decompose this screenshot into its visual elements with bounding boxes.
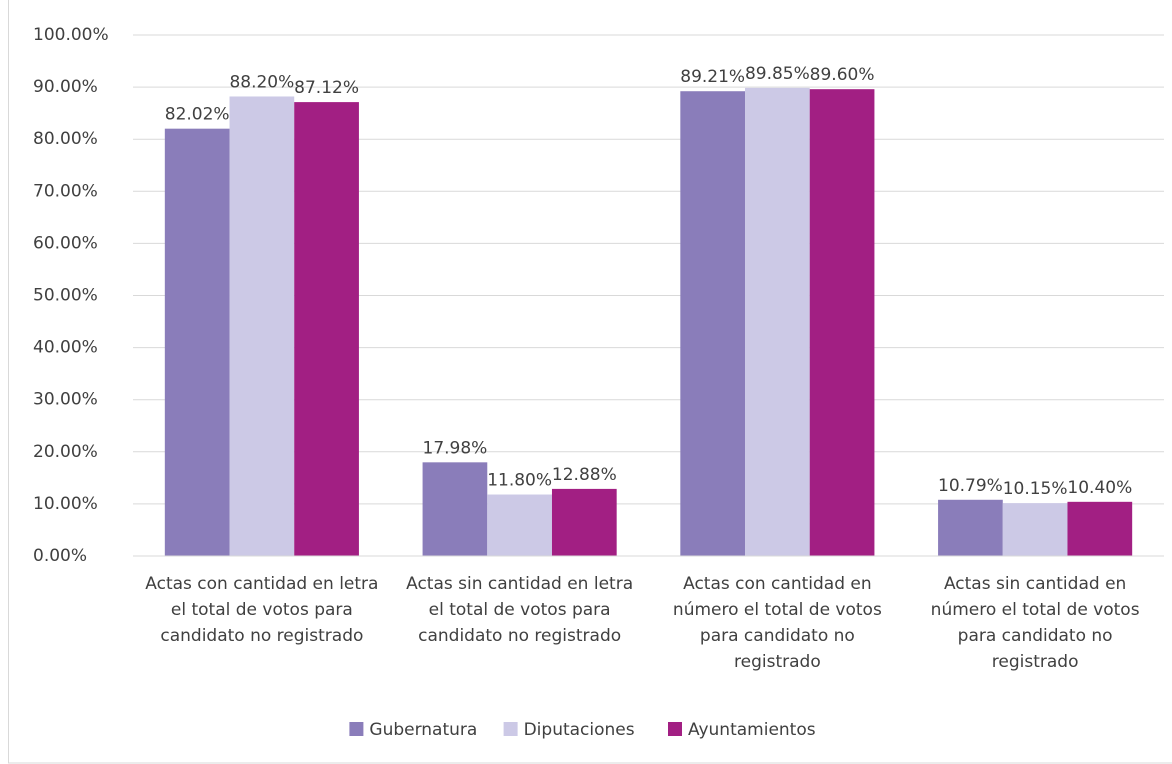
y-tick-label: 10.00%	[33, 494, 98, 514]
y-tick-label: 90.00%	[33, 77, 98, 97]
y-tick-label: 70.00%	[33, 181, 98, 201]
bar	[1067, 501, 1133, 556]
data-label: 11.80%	[487, 471, 552, 491]
legend-label: Diputaciones	[524, 720, 635, 740]
y-tick-label: 40.00%	[33, 338, 98, 358]
bar	[680, 91, 746, 557]
data-label: 10.79%	[938, 476, 1003, 496]
y-tick-label: 60.00%	[33, 233, 98, 253]
bar	[745, 87, 810, 556]
bar	[938, 499, 1003, 556]
legend-label: Gubernatura	[369, 720, 477, 740]
y-tick-label: 30.00%	[33, 390, 98, 410]
bar	[809, 89, 875, 557]
x-tick-label: Actas con cantidad en número el total de…	[672, 574, 882, 672]
x-tick-label: Actas sin cantidad en letra el total de …	[406, 574, 634, 646]
x-tick-label: Actas sin cantidad en número el total de…	[930, 574, 1140, 672]
y-tick-label: 50.00%	[33, 286, 98, 306]
y-tick-label: 100.00%	[33, 25, 109, 45]
bar	[422, 462, 488, 556]
y-tick-label: 0.00%	[33, 546, 87, 566]
data-label: 10.40%	[1067, 478, 1132, 498]
legend-swatch	[503, 722, 518, 736]
y-tick-label: 20.00%	[33, 442, 98, 462]
bar	[229, 96, 295, 556]
data-label: 17.98%	[423, 438, 488, 458]
data-label: 12.88%	[552, 465, 617, 485]
data-label: 89.21%	[680, 67, 745, 87]
data-label: 87.12%	[294, 78, 359, 98]
chart-border	[8, 0, 1172, 764]
legend-swatch	[349, 722, 364, 736]
legend-label: Ayuntamientos	[688, 720, 816, 740]
bar	[487, 494, 552, 556]
data-label: 10.15%	[1003, 479, 1068, 499]
bar	[551, 488, 617, 556]
legend-swatch	[668, 722, 682, 736]
data-label: 88.20%	[229, 72, 294, 92]
bar	[164, 128, 230, 557]
data-label: 89.85%	[745, 64, 810, 84]
bar	[294, 102, 359, 556]
data-label: 89.60%	[810, 65, 875, 85]
bar	[1002, 503, 1068, 556]
x-tick-label: Actas con cantidad en letra el total de …	[145, 574, 379, 646]
y-tick-label: 80.00%	[33, 129, 98, 149]
data-label: 82.02%	[165, 105, 230, 125]
